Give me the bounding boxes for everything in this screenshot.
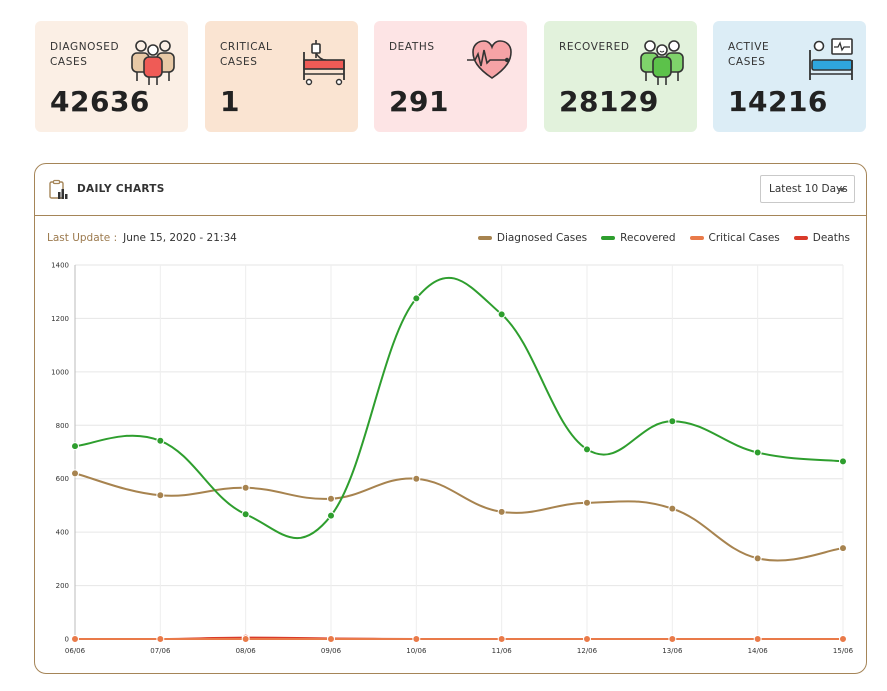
data-point[interactable]	[412, 474, 421, 483]
legend-swatch	[793, 236, 808, 240]
x-tick-label: 10/06	[406, 647, 427, 655]
diagnosed-cases-card: DIAGNOSED CASES 42636	[35, 21, 188, 132]
card-label: DIAGNOSED CASES	[50, 41, 120, 68]
data-point[interactable]	[327, 635, 335, 643]
card-value: 291	[389, 85, 449, 118]
legend-item-critical[interactable]: Critical Cases	[689, 232, 780, 244]
x-tick-label: 13/06	[662, 647, 683, 655]
card-value: 42636	[50, 85, 150, 118]
card-value: 28129	[559, 85, 659, 118]
chart-grid: 0 200 400 600 800 1000 1200 1400 06/06 07/06 08/06…	[51, 262, 853, 656]
series-line	[74, 276, 844, 539]
data-point[interactable]	[412, 635, 421, 643]
data-point[interactable]	[497, 310, 506, 319]
heartbeat-icon	[467, 40, 512, 79]
data-point[interactable]	[241, 510, 250, 519]
data-point[interactable]	[71, 635, 79, 643]
y-tick-label: 800	[56, 422, 69, 430]
series-critical-cases	[71, 635, 847, 643]
data-point[interactable]	[668, 504, 677, 513]
card-label: ACTIVE CASES	[728, 41, 770, 68]
data-point[interactable]	[583, 498, 591, 507]
legend-label: Critical Cases	[708, 232, 780, 244]
card-label: RECOVERED	[559, 41, 630, 53]
legend-item-recovered[interactable]: Recovered	[601, 232, 676, 244]
data-point[interactable]	[668, 417, 677, 426]
card-value: 14216	[728, 85, 828, 118]
data-point[interactable]	[583, 635, 591, 643]
panel-title: DAILY CHARTS	[77, 183, 165, 195]
legend-item-deaths[interactable]: Deaths	[793, 232, 850, 244]
data-point[interactable]	[327, 494, 335, 503]
data-point[interactable]	[753, 635, 762, 643]
series-line	[74, 472, 844, 562]
y-tick-label: 600	[56, 475, 69, 483]
legend-item-diagnosed[interactable]: Diagnosed Cases	[477, 232, 588, 244]
x-tick-label: 09/06	[321, 647, 342, 655]
data-point[interactable]	[753, 554, 762, 563]
legend-label: Deaths	[812, 232, 850, 244]
card-value: 1	[220, 85, 240, 118]
chevron-down-icon	[838, 188, 846, 192]
recovered-people-icon	[640, 40, 684, 85]
x-tick-label: 08/06	[236, 647, 257, 655]
data-point[interactable]	[839, 635, 847, 643]
x-tick-label: 06/06	[65, 647, 86, 655]
chart-clipboard-icon	[49, 179, 68, 199]
chart-legend: Diagnosed Cases Recovered Critical Cases…	[477, 232, 850, 244]
y-tick-label: 1000	[51, 368, 69, 376]
data-point[interactable]	[412, 294, 421, 303]
daily-line-chart: 0 200 400 600 800 1000 1200 1400 06/06 07/06 08/06…	[51, 262, 853, 656]
x-tick-label: 12/06	[577, 647, 598, 655]
hospital-bed-iv-icon	[303, 40, 345, 86]
people-group-icon	[131, 40, 175, 85]
series-recovered	[71, 276, 847, 539]
critical-cases-card: CRITICAL CASES 1	[205, 21, 358, 132]
last-update: Last Update : June 15, 2020 - 21:34	[47, 232, 237, 244]
last-update-time: June 15, 2020 - 21:34	[123, 232, 237, 244]
data-point[interactable]	[71, 442, 79, 451]
card-label: DEATHS	[389, 41, 435, 53]
active-cases-card: ACTIVE CASES 14216	[713, 21, 866, 132]
legend-swatch	[689, 236, 704, 240]
card-label: CRITICAL CASES	[220, 41, 273, 68]
x-tick-label: 11/06	[492, 647, 513, 655]
legend-swatch	[477, 236, 492, 240]
x-tick-label: 14/06	[748, 647, 769, 655]
recovered-card: RECOVERED 28129	[544, 21, 697, 132]
y-tick-label: 0	[65, 636, 69, 644]
data-point[interactable]	[668, 635, 677, 643]
data-point[interactable]	[497, 635, 506, 643]
y-tick-label: 200	[56, 582, 69, 590]
y-tick-label: 1200	[51, 315, 69, 323]
daily-charts-panel: DAILY CHARTS Latest 10 Days Last Update …	[34, 163, 867, 674]
data-point[interactable]	[241, 483, 250, 492]
data-point[interactable]	[753, 448, 762, 457]
x-tick-label: 15/06	[833, 647, 854, 655]
series-diagnosed-cases	[71, 469, 847, 563]
legend-label: Diagnosed Cases	[496, 232, 588, 244]
data-point[interactable]	[327, 511, 335, 520]
data-point[interactable]	[497, 507, 506, 516]
date-range-value: Latest 10 Days	[769, 183, 848, 195]
y-tick-label: 1400	[51, 262, 69, 270]
patient-bed-monitor-icon	[809, 38, 853, 80]
data-point[interactable]	[583, 445, 591, 454]
date-range-select[interactable]: Latest 10 Days	[760, 175, 855, 203]
data-point[interactable]	[839, 457, 847, 466]
y-tick-label: 400	[56, 529, 69, 537]
data-point[interactable]	[839, 544, 847, 553]
legend-swatch	[601, 236, 616, 240]
deaths-card: DEATHS 291	[374, 21, 527, 132]
data-point[interactable]	[241, 635, 250, 643]
last-update-label: Last Update :	[47, 232, 118, 244]
legend-label: Recovered	[620, 232, 676, 244]
panel-header: DAILY CHARTS Latest 10 Days	[35, 164, 866, 216]
x-tick-label: 07/06	[150, 647, 171, 655]
data-point[interactable]	[71, 469, 79, 478]
data-point[interactable]	[156, 491, 165, 500]
data-point[interactable]	[156, 436, 165, 445]
data-point[interactable]	[156, 635, 165, 643]
